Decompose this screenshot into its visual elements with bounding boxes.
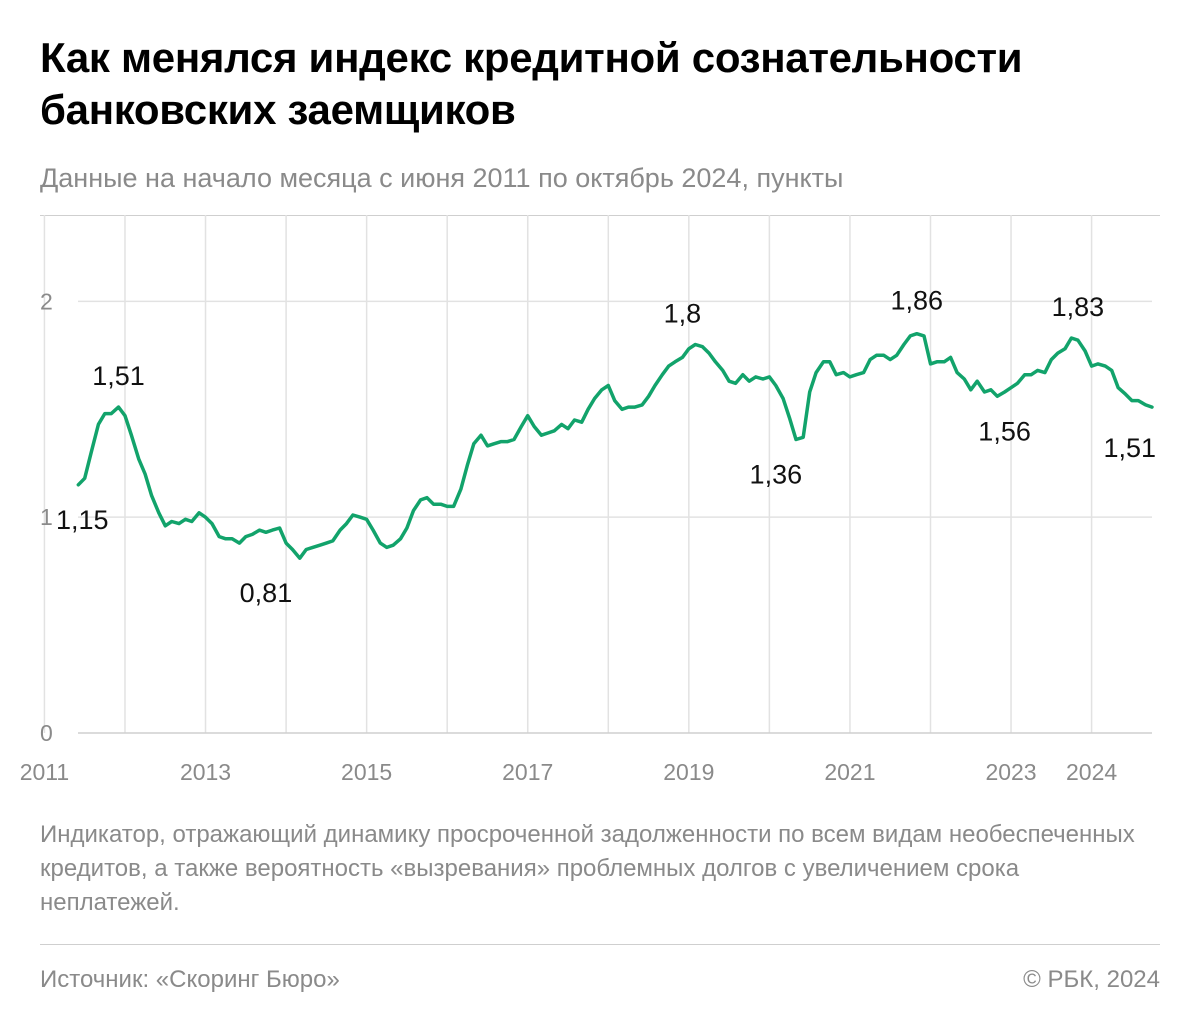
data-label: 1,56 xyxy=(978,416,1031,446)
annotation-layer: 1,51 1,15 0,81 1,8 1,36 1,86 1,56 1,83 1,51 xyxy=(56,286,1156,609)
x-tick-label: 2023 xyxy=(985,759,1036,785)
x-tick-label: 2011 xyxy=(20,759,69,785)
data-label: 1,86 xyxy=(891,286,944,316)
data-label: 1,8 xyxy=(664,299,702,329)
top-divider xyxy=(40,215,1160,216)
y-tick-label: 1 xyxy=(40,504,53,530)
x-tick-label: 2015 xyxy=(341,759,392,785)
chart-title: Как менялся индекс кредитной сознательно… xyxy=(40,34,1023,133)
x-tick-label: 2013 xyxy=(180,759,231,785)
copyright-text: © РБК, 2024 xyxy=(1023,966,1160,993)
y-tick-label: 2 xyxy=(40,288,53,314)
x-tick-label: 2024 xyxy=(1066,759,1117,785)
x-tick-label: 2019 xyxy=(663,759,714,785)
source-text: Источник: «Скоринг Бюро» xyxy=(40,966,340,993)
data-label: 1,51 xyxy=(1103,433,1156,463)
data-label: 1,51 xyxy=(92,361,145,391)
x-tick-label: 2017 xyxy=(502,759,553,785)
data-label: 1,15 xyxy=(56,505,109,535)
y-tick-label: 0 xyxy=(40,720,53,746)
data-label: 0,81 xyxy=(240,578,293,608)
x-tick-label: 2021 xyxy=(824,759,875,785)
data-label: 1,36 xyxy=(750,459,803,489)
chart-subtitle: Данные на начало месяца с июня 2011 по о… xyxy=(40,163,844,193)
footnote: Индикатор, отражающий динамику просрочен… xyxy=(40,821,1135,916)
series-line xyxy=(76,331,1154,560)
series-layer xyxy=(76,331,1154,560)
bottom-divider xyxy=(40,944,1160,945)
grid: 0 1 2 2011 2013 2015 2017 2019 2021 2023 2024 xyxy=(20,215,1152,785)
line-chart: 0 1 2 2011 2013 2015 2017 2019 2021 2023 2024 1,51… xyxy=(20,215,1156,785)
data-label: 1,83 xyxy=(1052,292,1105,322)
